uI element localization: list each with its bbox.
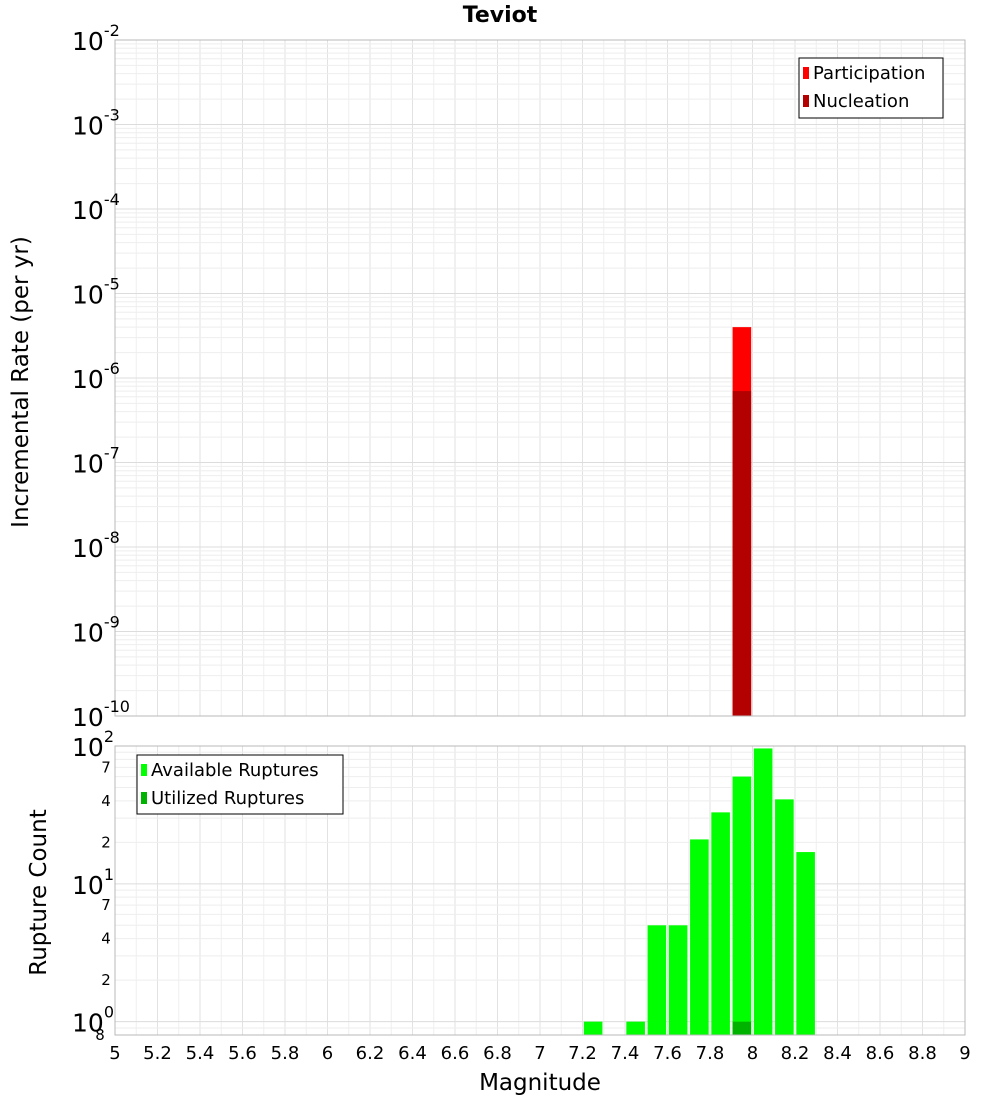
x-tick-label: 8.6	[866, 1043, 895, 1064]
x-tick-label: 8.4	[823, 1043, 852, 1064]
y-tick-label: 10-4	[72, 190, 120, 225]
x-tick-label: 7.4	[611, 1043, 640, 1064]
legend-label: Utilized Ruptures	[151, 788, 304, 809]
x-tick-label: 5.2	[143, 1043, 172, 1064]
y-tick-label: 101	[72, 865, 114, 900]
y-tick-label: 100	[72, 1003, 114, 1038]
y-tick-label: 10-6	[72, 359, 120, 394]
bottom-y-axis-label: Rupture Count	[26, 809, 52, 975]
top-panel-frame	[114, 39, 966, 717]
y-minor-tick-label: 2	[101, 833, 111, 851]
y-tick-label: 10-3	[72, 106, 120, 141]
y-tick-label: 10-10	[72, 697, 130, 732]
y-tick-label: 102	[72, 727, 114, 762]
x-tick-label: 7.6	[653, 1043, 682, 1064]
y-tick-label: 10-9	[72, 613, 120, 648]
bar-available-ruptures	[775, 799, 794, 1035]
bottom-y-tick-labels: 100 101 102 8 2 4 7 2 4 7	[72, 727, 114, 1044]
chart-title: Teviot	[463, 3, 538, 28]
bar-available-ruptures	[796, 852, 815, 1035]
x-tick-label: 7	[534, 1043, 545, 1064]
bottom-legend: Available Ruptures Utilized Ruptures	[136, 754, 344, 815]
y-tick-label: 10-7	[72, 444, 120, 479]
bottom-panel-frame	[114, 745, 966, 1036]
y-minor-tick-label: 7	[101, 896, 111, 914]
y-tick-label: 10-8	[72, 528, 120, 563]
x-tick-label: 6	[322, 1043, 333, 1064]
bar-nucleation	[732, 391, 752, 716]
bar-utilized-ruptures	[732, 1021, 752, 1035]
y-minor-tick-label: 8	[95, 1026, 105, 1044]
x-tick-labels: 5 5.2 5.4 5.6 5.8 6 6.2 6.4 6.6 6.8 7 7.2 7.4 7.6 7.8 8…	[109, 1043, 970, 1064]
x-tick-label: 6.6	[441, 1043, 470, 1064]
legend-swatch	[141, 764, 147, 776]
x-tick-label: 5.8	[271, 1043, 300, 1064]
y-minor-tick-label: 2	[101, 971, 111, 989]
y-minor-tick-label: 7	[101, 758, 111, 776]
y-tick-label: 10-2	[72, 21, 120, 56]
x-tick-label: 5.6	[228, 1043, 257, 1064]
y-tick-label: 10-5	[72, 275, 120, 310]
x-tick-label: 7.8	[696, 1043, 725, 1064]
legend-box	[136, 754, 344, 815]
top-legend: Participation Nucleation	[798, 57, 944, 119]
x-tick-label: 6.4	[398, 1043, 427, 1064]
legend-label: Participation	[813, 63, 925, 84]
y-minor-tick-label: 4	[101, 930, 111, 948]
legend-swatch	[141, 792, 147, 804]
top-panel-bars	[732, 327, 752, 716]
x-tick-label: 5	[109, 1043, 120, 1064]
bar-available-ruptures	[626, 1021, 645, 1035]
top-y-axis-label: Incremental Rate (per yr)	[8, 236, 34, 528]
bar-available-ruptures	[668, 925, 688, 1035]
legend-box	[798, 57, 944, 119]
top-y-tick-labels: 10-10 10-9 10-8 10-7 10-6 10-5 10-4 10-3 10-2	[72, 21, 130, 732]
x-tick-label: 8.8	[908, 1043, 937, 1064]
bar-available-ruptures	[583, 1021, 603, 1035]
legend-label: Available Ruptures	[151, 760, 319, 781]
legend-label: Nucleation	[813, 91, 909, 112]
top-panel-grid	[114, 39, 966, 717]
x-tick-label: 7.2	[568, 1043, 597, 1064]
bar-available-ruptures	[753, 748, 773, 1035]
x-tick-label: 8.2	[781, 1043, 810, 1064]
x-tick-label: 6.8	[483, 1043, 512, 1064]
x-tick-label: 8	[747, 1043, 758, 1064]
legend-swatch	[803, 95, 809, 107]
legend-swatch	[803, 67, 809, 79]
bar-available-ruptures	[690, 839, 709, 1035]
bar-available-ruptures	[711, 812, 730, 1035]
bar-available-ruptures	[647, 925, 667, 1035]
x-tick-label: 5.4	[186, 1043, 215, 1064]
x-axis-label: Magnitude	[479, 1070, 601, 1096]
y-minor-tick-label: 4	[101, 792, 111, 810]
x-tick-label: 9	[959, 1043, 970, 1064]
x-tick-label: 6.2	[356, 1043, 385, 1064]
bar-available-ruptures	[732, 776, 752, 1035]
bottom-panel-bars	[583, 748, 815, 1035]
